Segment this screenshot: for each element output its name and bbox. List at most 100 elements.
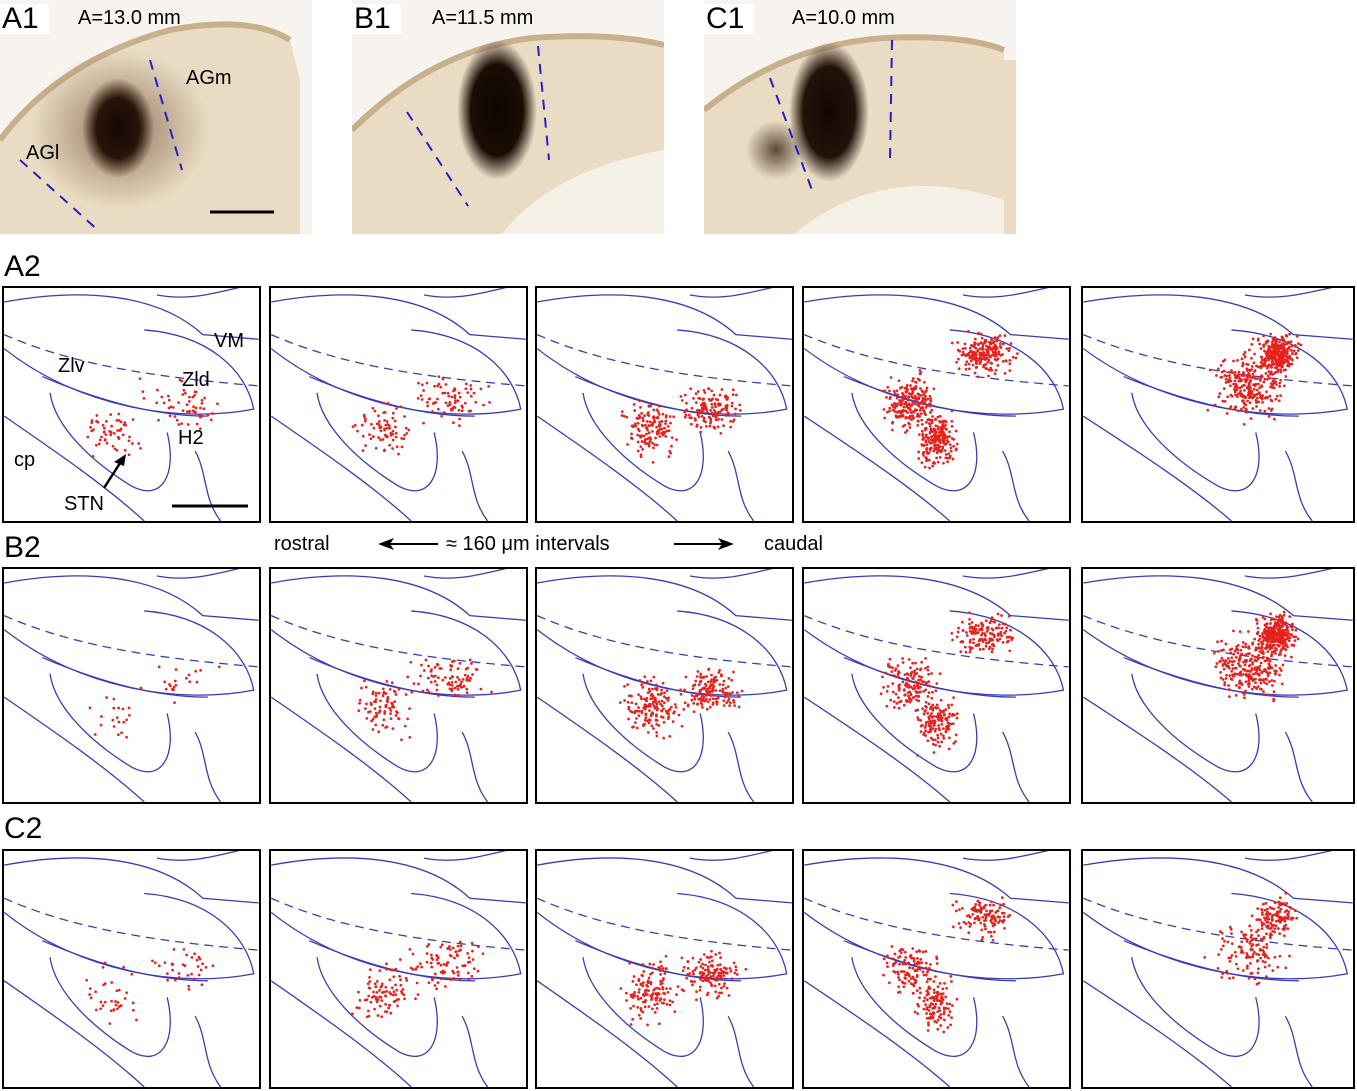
neuron-dot (1229, 384, 1232, 388)
neuron-dot (911, 947, 915, 950)
neuron-dot (378, 995, 381, 999)
neuron-dot (936, 427, 940, 431)
neuron-dot (1284, 621, 1288, 624)
neuron-dot (999, 630, 1003, 634)
neuron-dot (117, 988, 121, 992)
neuron-dot (947, 1013, 951, 1017)
neuron-dot (1263, 659, 1267, 663)
neuron-dot (685, 408, 688, 412)
neuron-dot (938, 414, 942, 418)
neuron-dot (626, 683, 630, 686)
neuron-dot (931, 690, 934, 694)
neuron-dot (97, 442, 101, 446)
neuron-dot (1269, 618, 1273, 622)
neuron-dot (1251, 641, 1255, 645)
neuron-dot (627, 707, 631, 711)
neuron-dot (453, 686, 457, 690)
neuron-dot (662, 720, 666, 724)
neuron-dot (396, 711, 399, 715)
neuron-dot (431, 978, 434, 982)
neuron-dot (664, 435, 668, 438)
neuron-dot (654, 992, 658, 996)
neuron-dot (939, 420, 943, 424)
neuron-dot (916, 412, 920, 416)
neuron-dot (988, 903, 992, 907)
neuron-dot (686, 960, 690, 964)
neuron-dot (1244, 645, 1248, 649)
neuron-dot (385, 679, 389, 683)
neuron-dot (1251, 407, 1255, 410)
neuron-dot (367, 1009, 370, 1013)
neuron-dot (1255, 930, 1258, 934)
neuron-dot (886, 965, 889, 969)
neuron-dot (109, 413, 113, 417)
neuron-dot (658, 999, 662, 1002)
neuron-dot (921, 390, 925, 394)
neuron-dot (976, 375, 980, 379)
boundary-line (804, 610, 1065, 696)
boundary-line (309, 375, 475, 417)
neuron-dot (932, 724, 936, 727)
neuron-dot (1014, 356, 1018, 360)
neuron-dot (717, 404, 721, 407)
neuron-dot (649, 697, 653, 701)
neuron-dot (904, 977, 907, 980)
neuron-dot (1284, 641, 1287, 645)
neuron-dot (721, 690, 725, 694)
neuron-dot (1278, 384, 1282, 388)
neuron-dot (919, 678, 922, 681)
neuron-dot (967, 351, 971, 355)
neuron-dot (101, 423, 105, 427)
neuron-dot (641, 685, 645, 689)
neuron-dot (886, 410, 889, 414)
neuron-dot (217, 665, 221, 669)
neuron-dot (622, 414, 626, 418)
neuron-dot (1266, 374, 1270, 378)
neuron-dot (658, 967, 662, 971)
neuron-dot (716, 425, 720, 429)
neuron-dot (663, 426, 666, 430)
neuron-dot (950, 1016, 953, 1020)
neuron-dot (908, 700, 912, 704)
neuron-dot (1218, 930, 1222, 933)
neuron-dot (171, 968, 174, 972)
neuron-dot (436, 397, 439, 401)
neuron-dot (1230, 942, 1234, 946)
neuron-dot (913, 1010, 917, 1014)
neuron-dot (938, 433, 942, 437)
neuron-dot (920, 418, 924, 422)
neuron-dot (1230, 647, 1234, 651)
neuron-dot (710, 406, 714, 409)
neuron-dot (131, 1008, 135, 1012)
boundary-line (316, 957, 438, 1057)
neuron-dot (725, 692, 729, 696)
neuron-dot (959, 650, 963, 653)
neuron-dot (955, 900, 958, 904)
neuron-dot (942, 709, 945, 713)
neuron-dot (1257, 646, 1261, 650)
boundary-line (537, 857, 792, 904)
neuron-dot (912, 410, 916, 414)
neuron-dot (935, 991, 939, 994)
neuron-dot (660, 981, 664, 985)
neuron-dot (1251, 337, 1255, 341)
neuron-dot (718, 668, 722, 672)
neuron-dot (1228, 976, 1231, 980)
neuron-dot (970, 907, 974, 911)
neuron-dot (182, 388, 186, 392)
neuron-dot (664, 709, 668, 713)
neuron-dot (1246, 376, 1250, 379)
neuron-dot (714, 405, 717, 409)
neuron-dot (969, 359, 973, 363)
neuron-dot (1008, 362, 1012, 366)
neuron-dot (446, 391, 450, 395)
neuron-dot (637, 706, 640, 709)
neuron-dot (715, 978, 718, 982)
neuron-dot (363, 998, 367, 1002)
neuron-dot (1232, 359, 1235, 363)
neuron-dot (968, 356, 972, 360)
neuron-dot (1242, 353, 1246, 356)
neuron-dot (378, 1004, 382, 1008)
boundary-line (537, 610, 788, 696)
neuron-dot (1003, 622, 1007, 626)
